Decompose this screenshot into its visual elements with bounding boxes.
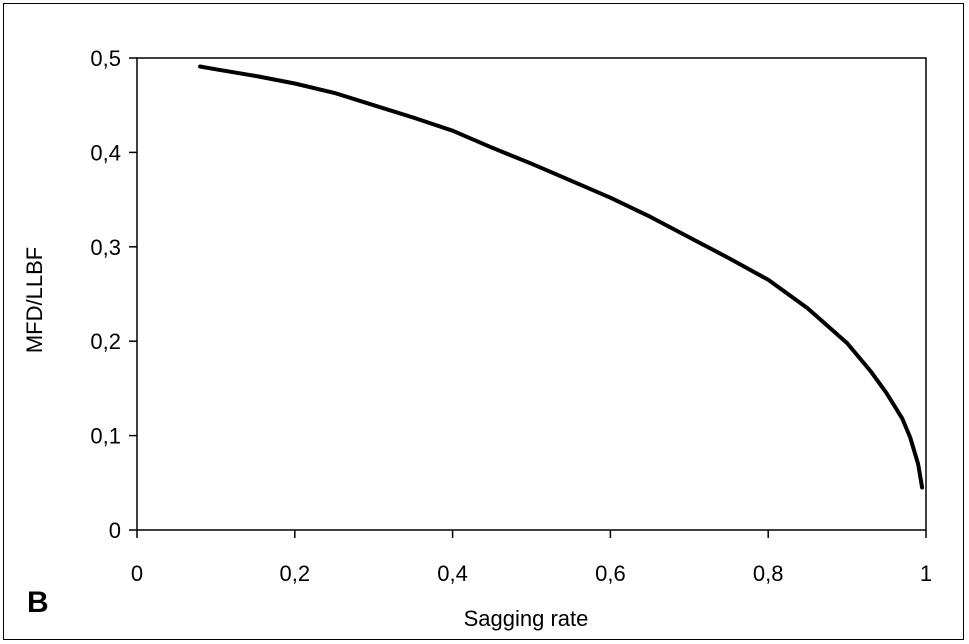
y-tick-label: 0,1 [90, 424, 121, 449]
y-tick-label: 0,3 [90, 235, 121, 260]
series-line [198, 64, 925, 490]
y-tick-label: 0 [109, 518, 121, 543]
x-tick-label: 0,8 [753, 561, 784, 586]
x-tick-label: 0,6 [595, 561, 626, 586]
y-axis-title: MFD/LLBF [22, 247, 47, 353]
y-axis-ticks: 0 0,1 0,2 0,3 0,4 0,5 [90, 46, 137, 543]
x-axis-title: Sagging rate [464, 606, 589, 631]
x-axis-ticks: 0 0,2 0,4 0,6 0,8 1 [131, 530, 932, 586]
x-tick-label: 0,2 [280, 561, 311, 586]
plot-area [136, 57, 927, 531]
x-tick-label: 1 [920, 561, 932, 586]
panel-label: B [27, 586, 49, 619]
y-tick-label: 0,5 [90, 46, 121, 71]
chart-frame [3, 3, 964, 640]
x-tick-label: 0 [131, 561, 143, 586]
y-tick-label: 0,4 [90, 140, 121, 165]
y-tick-label: 0,2 [90, 329, 121, 354]
x-tick-label: 0,4 [437, 561, 468, 586]
